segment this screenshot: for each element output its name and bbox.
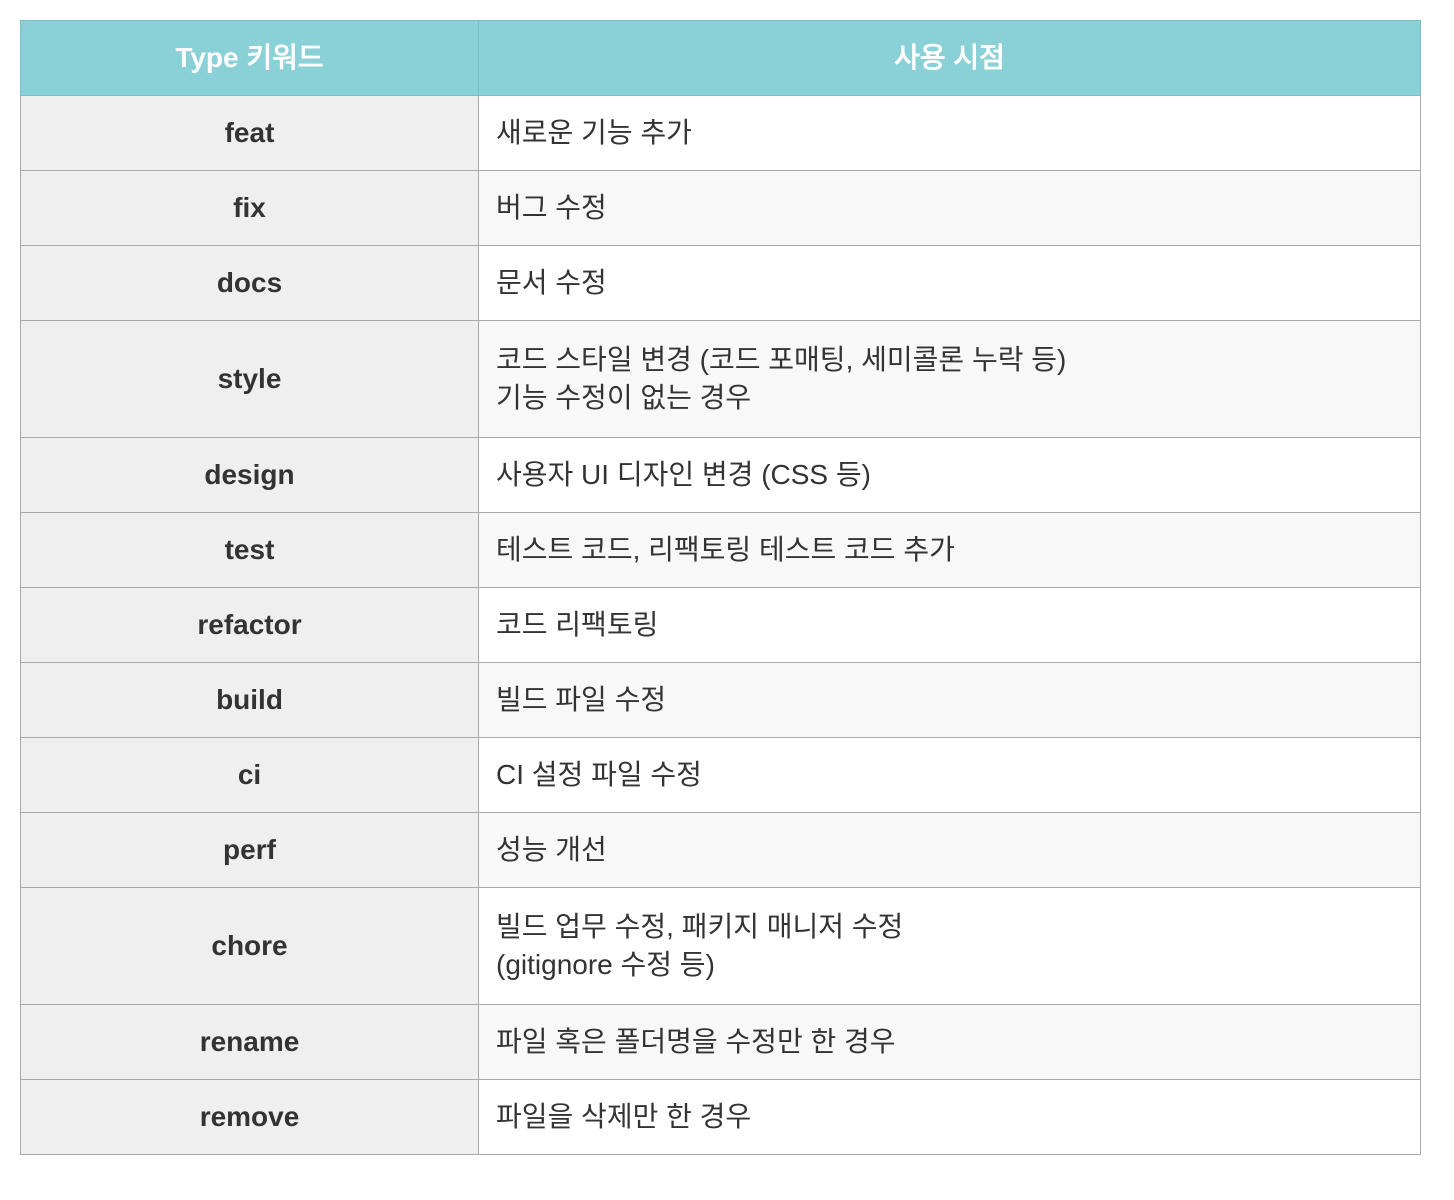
type-keyword-cell: fix (20, 170, 479, 246)
usage-description-line: 문서 수정 (496, 267, 607, 298)
usage-description-line: (gitignore 수정 등) (496, 949, 715, 980)
table-row: feat 새로운 기능 추가 (20, 95, 1421, 171)
usage-description-cell: 코드 리팩토링 (478, 587, 1421, 663)
usage-description-line: 테스트 코드, 리팩토링 테스트 코드 추가 (496, 534, 955, 565)
usage-description-line: 빌드 업무 수정, 패키지 매니저 수정 (496, 911, 904, 942)
type-keyword-cell: rename (20, 1004, 479, 1080)
table-row: build 빌드 파일 수정 (20, 662, 1421, 738)
header-row: Type 키워드 사용 시점 (20, 20, 1421, 96)
usage-description-cell: 파일을 삭제만 한 경우 (478, 1079, 1421, 1155)
usage-description-cell: 빌드 파일 수정 (478, 662, 1421, 738)
type-keyword-cell: perf (20, 812, 479, 888)
table-row: ci CI 설정 파일 수정 (20, 737, 1421, 813)
usage-description-cell: 사용자 UI 디자인 변경 (CSS 등) (478, 437, 1421, 513)
table-row: rename 파일 혹은 폴더명을 수정만 한 경우 (20, 1004, 1421, 1080)
type-keyword-cell: design (20, 437, 479, 513)
usage-description-line: 사용자 UI 디자인 변경 (CSS 등) (496, 459, 871, 490)
commit-type-table: Type 키워드 사용 시점 feat 새로운 기능 추가 fix 버그 수정 docs… (20, 20, 1421, 1155)
table-row: docs 문서 수정 (20, 245, 1421, 321)
commit-type-table-container: Type 키워드 사용 시점 feat 새로운 기능 추가 fix 버그 수정 docs… (20, 20, 1421, 1155)
table-row: fix 버그 수정 (20, 170, 1421, 246)
table-row: chore 빌드 업무 수정, 패키지 매니저 수정 (gitignore 수정 등… (20, 887, 1421, 1005)
type-keyword-cell: chore (20, 887, 479, 1005)
usage-description-line: 파일 혹은 폴더명을 수정만 한 경우 (496, 1026, 896, 1057)
usage-description-line: 기능 수정이 없는 경우 (496, 382, 752, 413)
table-row: remove 파일을 삭제만 한 경우 (20, 1079, 1421, 1155)
usage-description-cell: 빌드 업무 수정, 패키지 매니저 수정 (gitignore 수정 등) (478, 887, 1421, 1005)
type-keyword-cell: style (20, 320, 479, 438)
usage-description-line: 빌드 파일 수정 (496, 684, 667, 715)
usage-description-cell: 파일 혹은 폴더명을 수정만 한 경우 (478, 1004, 1421, 1080)
usage-description-line: 버그 수정 (496, 192, 607, 223)
table-row: design 사용자 UI 디자인 변경 (CSS 등) (20, 437, 1421, 513)
type-keyword-cell: test (20, 512, 479, 588)
table-row: style 코드 스타일 변경 (코드 포매팅, 세미콜론 누락 등) 기능 수정이… (20, 320, 1421, 438)
usage-description-cell: CI 설정 파일 수정 (478, 737, 1421, 813)
table-row: test 테스트 코드, 리팩토링 테스트 코드 추가 (20, 512, 1421, 588)
usage-description-line: 성능 개선 (496, 834, 607, 865)
usage-description-cell: 문서 수정 (478, 245, 1421, 321)
usage-description-line: CI 설정 파일 수정 (496, 759, 702, 790)
usage-description-cell: 성능 개선 (478, 812, 1421, 888)
table-body: feat 새로운 기능 추가 fix 버그 수정 docs 문서 수정 style 코드 스타… (20, 95, 1421, 1155)
type-keyword-cell: remove (20, 1079, 479, 1155)
type-keyword-cell: ci (20, 737, 479, 813)
header-usage-time: 사용 시점 (478, 20, 1421, 96)
header-type-keyword: Type 키워드 (20, 20, 479, 96)
usage-description-line: 코드 스타일 변경 (코드 포매팅, 세미콜론 누락 등) (496, 344, 1067, 375)
type-keyword-cell: docs (20, 245, 479, 321)
type-keyword-cell: feat (20, 95, 479, 171)
usage-description-cell: 새로운 기능 추가 (478, 95, 1421, 171)
table-row: perf 성능 개선 (20, 812, 1421, 888)
usage-description-cell: 테스트 코드, 리팩토링 테스트 코드 추가 (478, 512, 1421, 588)
table-row: refactor 코드 리팩토링 (20, 587, 1421, 663)
usage-description-line: 코드 리팩토링 (496, 609, 659, 640)
table-header: Type 키워드 사용 시점 (20, 20, 1421, 96)
usage-description-cell: 코드 스타일 변경 (코드 포매팅, 세미콜론 누락 등) 기능 수정이 없는 경… (478, 320, 1421, 438)
type-keyword-cell: refactor (20, 587, 479, 663)
usage-description-line: 파일을 삭제만 한 경우 (496, 1101, 752, 1132)
type-keyword-cell: build (20, 662, 479, 738)
usage-description-cell: 버그 수정 (478, 170, 1421, 246)
usage-description-line: 새로운 기능 추가 (496, 117, 692, 148)
